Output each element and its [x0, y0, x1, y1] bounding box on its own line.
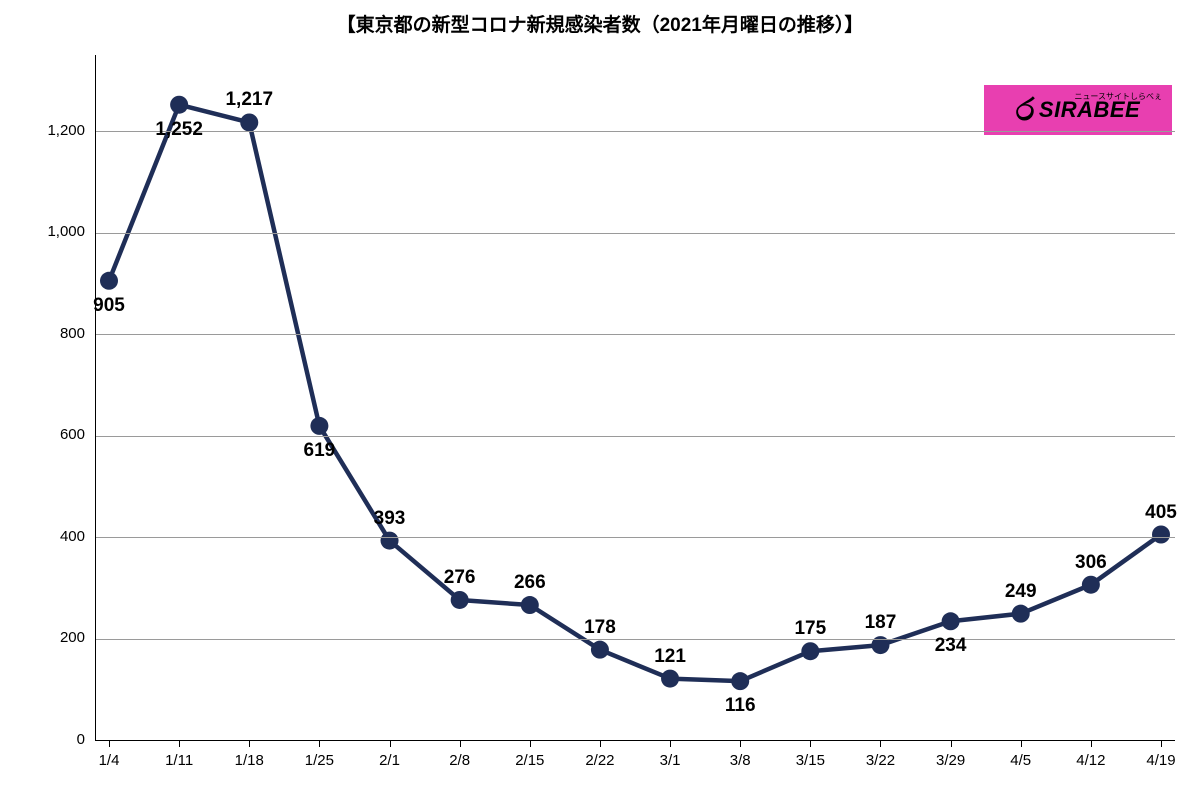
data-point [521, 596, 539, 614]
x-tick-label: 3/15 [780, 752, 840, 769]
x-tick [1021, 740, 1022, 747]
x-tick-label: 4/12 [1061, 752, 1121, 769]
data-point [310, 417, 328, 435]
x-tick-label: 3/1 [640, 752, 700, 769]
data-point [1152, 526, 1170, 544]
chart-title: 【東京都の新型コロナ新規感染者数（2021年月曜日の推移）】 [0, 10, 1200, 37]
data-label: 116 [700, 695, 780, 717]
x-tick-label: 2/1 [360, 752, 420, 769]
x-tick-label: 3/8 [710, 752, 770, 769]
data-label: 175 [770, 618, 850, 640]
data-point [170, 96, 188, 114]
data-label: 249 [981, 581, 1061, 603]
gridline [95, 233, 1175, 234]
data-point [240, 113, 258, 131]
data-label: 276 [420, 567, 500, 589]
x-tick [179, 740, 180, 747]
x-tick [109, 740, 110, 747]
data-point [1012, 605, 1030, 623]
data-point [942, 612, 960, 630]
data-point [451, 591, 469, 609]
data-label: 405 [1121, 502, 1200, 524]
x-tick [1161, 740, 1162, 747]
x-tick-label: 4/5 [991, 752, 1051, 769]
x-tick-label: 2/8 [430, 752, 490, 769]
x-tick [319, 740, 320, 747]
x-tick [390, 740, 391, 747]
x-tick-label: 1/18 [219, 752, 279, 769]
gridline [95, 436, 1175, 437]
x-tick [249, 740, 250, 747]
data-label: 178 [560, 617, 640, 639]
x-tick [880, 740, 881, 747]
x-tick [670, 740, 671, 747]
data-label: 306 [1051, 552, 1131, 574]
data-label: 393 [350, 508, 430, 530]
data-label: 234 [911, 635, 991, 657]
data-point [731, 672, 749, 690]
x-tick [530, 740, 531, 747]
x-tick-label: 2/22 [570, 752, 630, 769]
x-tick [810, 740, 811, 747]
x-axis-line [95, 740, 1175, 741]
y-tick-label: 400 [25, 528, 85, 545]
gridline [95, 131, 1175, 132]
data-point [591, 641, 609, 659]
data-label: 619 [279, 440, 359, 462]
x-tick-label: 1/4 [79, 752, 139, 769]
data-point [801, 642, 819, 660]
x-tick-label: 3/22 [850, 752, 910, 769]
x-tick-label: 1/25 [289, 752, 349, 769]
y-tick-label: 0 [25, 731, 85, 748]
gridline [95, 537, 1175, 538]
data-point [100, 272, 118, 290]
data-point [381, 532, 399, 550]
data-label: 905 [69, 295, 149, 317]
data-label: 121 [630, 646, 710, 668]
x-tick-label: 1/11 [149, 752, 209, 769]
y-tick-label: 200 [25, 629, 85, 646]
x-tick-label: 2/15 [500, 752, 560, 769]
x-tick-label: 3/29 [921, 752, 981, 769]
data-label: 1,252 [139, 119, 219, 141]
y-tick-label: 1,000 [25, 223, 85, 240]
data-label: 187 [840, 612, 920, 634]
data-label: 266 [490, 572, 570, 594]
data-point [661, 670, 679, 688]
x-tick-label: 4/19 [1131, 752, 1191, 769]
y-tick-label: 1,200 [25, 122, 85, 139]
x-tick [1091, 740, 1092, 747]
y-tick-label: 800 [25, 325, 85, 342]
x-tick [600, 740, 601, 747]
data-point [1082, 576, 1100, 594]
y-tick-label: 600 [25, 426, 85, 443]
x-tick [460, 740, 461, 747]
chart-container: 【東京都の新型コロナ新規感染者数（2021年月曜日の推移）】 ර SIRABEE… [0, 0, 1200, 799]
x-tick [951, 740, 952, 747]
x-tick [740, 740, 741, 747]
gridline [95, 334, 1175, 335]
y-axis-line [95, 55, 96, 740]
data-label: 1,217 [209, 89, 289, 111]
